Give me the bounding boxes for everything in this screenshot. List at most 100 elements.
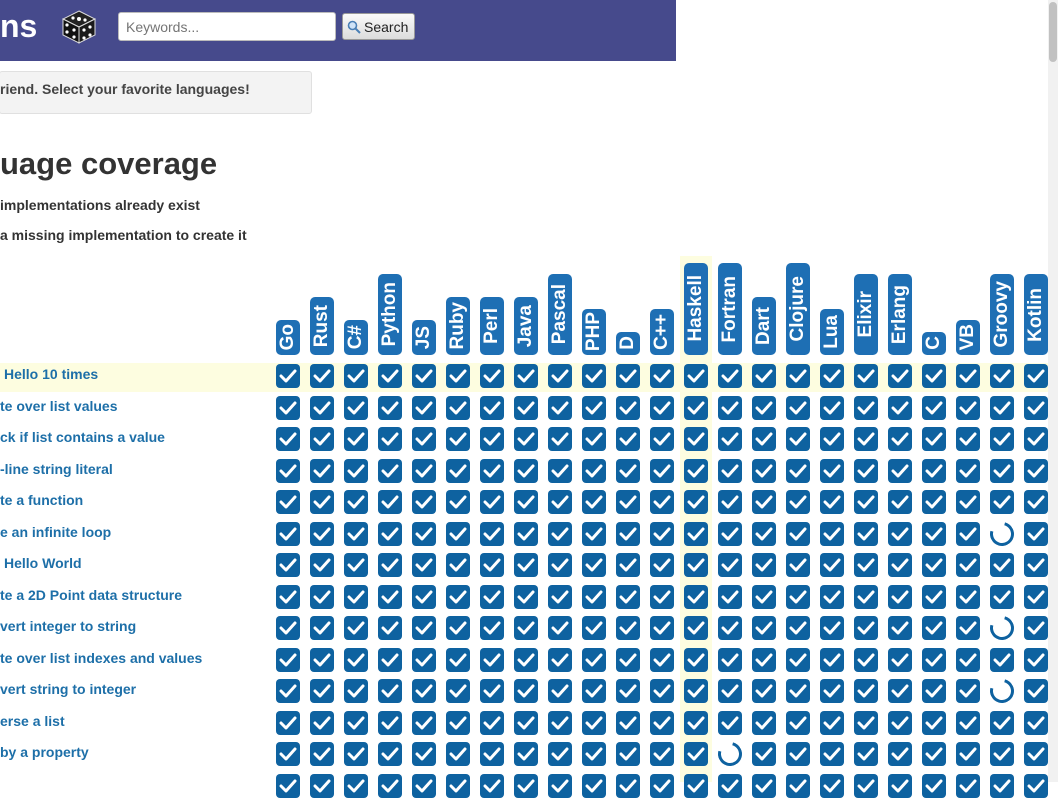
idiom-link[interactable]: by a property: [0, 744, 89, 760]
implemented-check-icon[interactable]: [1024, 616, 1048, 640]
dice-icon[interactable]: [62, 10, 96, 44]
language-header-perl[interactable]: Perl: [480, 297, 504, 355]
implemented-check-icon[interactable]: [854, 616, 878, 640]
implemented-check-icon[interactable]: [480, 427, 504, 451]
implemented-check-icon[interactable]: [548, 395, 572, 420]
language-header-erlang[interactable]: Erlang: [888, 274, 912, 355]
implemented-check-icon[interactable]: [344, 584, 368, 609]
language-header-pascal[interactable]: Pascal: [548, 274, 572, 355]
implemented-check-icon[interactable]: [582, 458, 606, 483]
implemented-check-icon[interactable]: [514, 490, 538, 514]
implemented-check-icon[interactable]: [344, 679, 368, 703]
implemented-check-icon[interactable]: [514, 427, 538, 451]
implemented-check-icon[interactable]: [718, 584, 742, 609]
implemented-check-icon[interactable]: [684, 710, 708, 735]
language-header-clojure[interactable]: Clojure: [786, 262, 810, 355]
implemented-check-icon[interactable]: [854, 458, 878, 483]
implemented-check-icon[interactable]: [344, 742, 368, 766]
implemented-check-icon[interactable]: [446, 521, 470, 546]
implemented-check-icon[interactable]: [752, 647, 776, 672]
idiom-link[interactable]: ck if list contains a value: [0, 429, 165, 445]
implemented-check-icon[interactable]: [990, 710, 1014, 735]
implemented-check-icon[interactable]: [276, 647, 300, 672]
implemented-check-icon[interactable]: [616, 521, 640, 546]
implemented-check-icon[interactable]: [820, 553, 844, 577]
implemented-check-icon[interactable]: [1024, 395, 1048, 420]
implemented-check-icon[interactable]: [582, 773, 606, 798]
implemented-check-icon[interactable]: [276, 490, 300, 514]
implemented-check-icon[interactable]: [548, 679, 572, 703]
language-header-d[interactable]: D: [616, 331, 640, 355]
implemented-check-icon[interactable]: [480, 742, 504, 766]
implemented-check-icon[interactable]: [412, 584, 436, 609]
implemented-check-icon[interactable]: [582, 647, 606, 672]
language-header-ruby[interactable]: Ruby: [446, 297, 470, 355]
implemented-check-icon[interactable]: [514, 584, 538, 609]
implemented-check-icon[interactable]: [548, 427, 572, 451]
implemented-check-icon[interactable]: [888, 458, 912, 483]
implemented-check-icon[interactable]: [616, 584, 640, 609]
implemented-check-icon[interactable]: [446, 553, 470, 577]
implemented-check-icon[interactable]: [718, 647, 742, 672]
implemented-check-icon[interactable]: [820, 616, 844, 640]
implemented-check-icon[interactable]: [310, 395, 334, 420]
implemented-check-icon[interactable]: [514, 742, 538, 766]
implemented-check-icon[interactable]: [922, 616, 946, 640]
implemented-check-icon[interactable]: [412, 616, 436, 640]
language-header-c-[interactable]: C++: [650, 308, 674, 355]
implemented-check-icon[interactable]: [854, 584, 878, 609]
implemented-check-icon[interactable]: [310, 742, 334, 766]
implemented-check-icon[interactable]: [1024, 553, 1048, 577]
implemented-check-icon[interactable]: [854, 521, 878, 546]
implemented-check-icon[interactable]: [310, 616, 334, 640]
idiom-link[interactable]: Hello World: [4, 555, 82, 571]
implemented-check-icon[interactable]: [990, 742, 1014, 766]
implemented-check-icon[interactable]: [888, 364, 912, 388]
implemented-check-icon[interactable]: [514, 710, 538, 735]
implemented-check-icon[interactable]: [514, 647, 538, 672]
implemented-check-icon[interactable]: [412, 458, 436, 483]
implemented-check-icon[interactable]: [854, 679, 878, 703]
language-header-java[interactable]: Java: [514, 297, 538, 355]
implemented-check-icon[interactable]: [310, 364, 334, 388]
implemented-check-icon[interactable]: [548, 710, 572, 735]
implemented-check-icon[interactable]: [684, 742, 708, 766]
implemented-check-icon[interactable]: [514, 458, 538, 483]
implemented-check-icon[interactable]: [480, 710, 504, 735]
implemented-check-icon[interactable]: [548, 742, 572, 766]
implemented-check-icon[interactable]: [344, 647, 368, 672]
idiom-link[interactable]: Hello 10 times: [4, 366, 99, 382]
implemented-check-icon[interactable]: [276, 458, 300, 483]
implemented-check-icon[interactable]: [786, 616, 810, 640]
implemented-check-icon[interactable]: [990, 553, 1014, 577]
implemented-check-icon[interactable]: [922, 742, 946, 766]
implemented-check-icon[interactable]: [718, 395, 742, 420]
implemented-check-icon[interactable]: [956, 521, 980, 546]
idiom-link[interactable]: -line string literal: [0, 460, 113, 477]
implemented-check-icon[interactable]: [276, 584, 300, 609]
language-header-js[interactable]: JS: [412, 320, 436, 355]
implemented-check-icon[interactable]: [888, 647, 912, 672]
implemented-check-icon[interactable]: [446, 710, 470, 735]
implemented-check-icon[interactable]: [786, 710, 810, 735]
implemented-check-icon[interactable]: [922, 773, 946, 798]
implemented-check-icon[interactable]: [922, 490, 946, 514]
implemented-check-icon[interactable]: [752, 679, 776, 703]
implemented-check-icon[interactable]: [650, 742, 674, 766]
implemented-check-icon[interactable]: [922, 427, 946, 451]
implemented-check-icon[interactable]: [684, 364, 708, 388]
implemented-check-icon[interactable]: [990, 773, 1014, 798]
implemented-check-icon[interactable]: [820, 742, 844, 766]
implemented-check-icon[interactable]: [786, 742, 810, 766]
implemented-check-icon[interactable]: [344, 616, 368, 640]
implemented-check-icon[interactable]: [310, 679, 334, 703]
implemented-check-icon[interactable]: [514, 679, 538, 703]
implemented-check-icon[interactable]: [446, 773, 470, 798]
implemented-check-icon[interactable]: [344, 773, 368, 798]
implemented-check-icon[interactable]: [378, 742, 402, 766]
implemented-check-icon[interactable]: [276, 679, 300, 703]
implemented-check-icon[interactable]: [344, 521, 368, 546]
implemented-check-icon[interactable]: [378, 364, 402, 388]
implemented-check-icon[interactable]: [548, 364, 572, 388]
implemented-check-icon[interactable]: [888, 679, 912, 703]
